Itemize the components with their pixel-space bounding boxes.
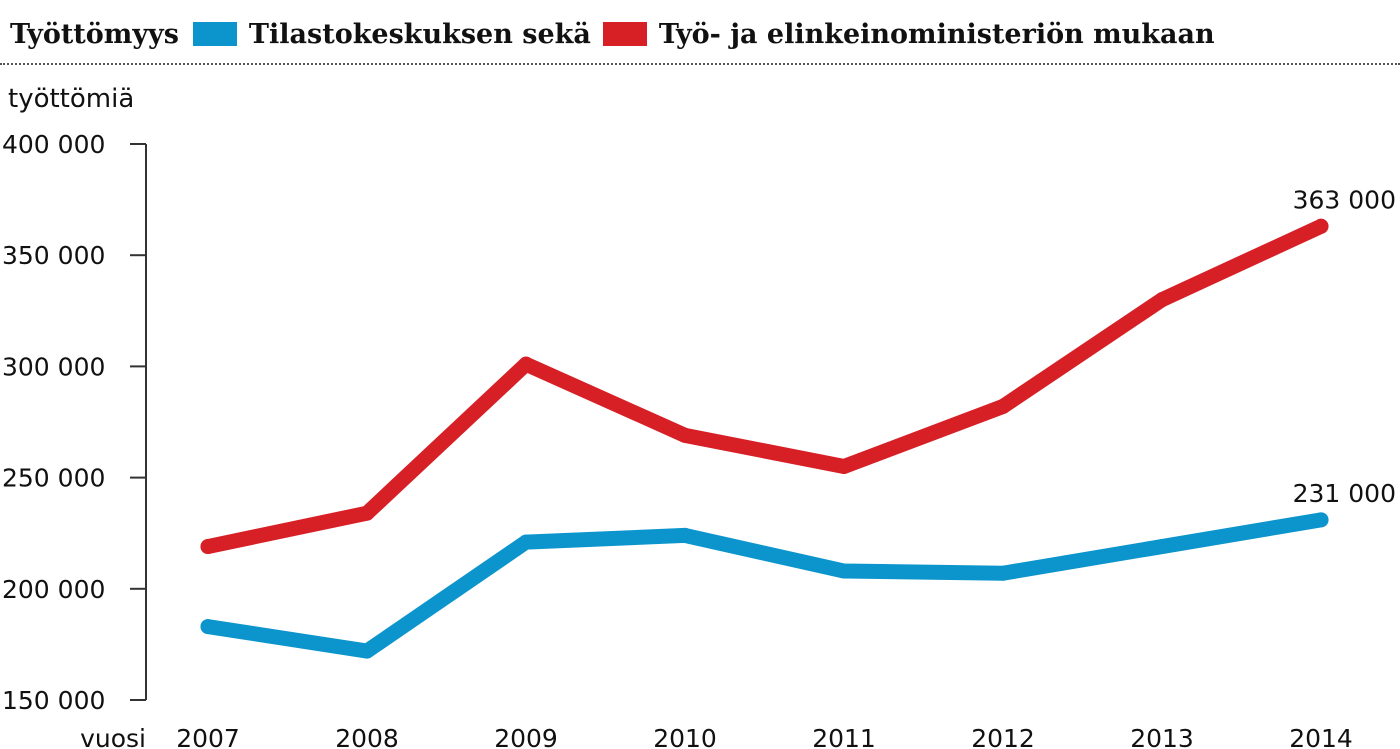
chart-header: Työttömyys Tilastokeskuksen sekä Työ- ja… [10,12,1227,56]
data-point [1154,539,1170,555]
end-value-label: 363 000 [1293,185,1396,214]
data-point [518,534,534,550]
x-tick-label: 2007 [176,724,240,749]
data-point [200,539,216,555]
data-point [995,565,1011,581]
x-tick-label: 2012 [971,724,1035,749]
x-tick-label: 2013 [1130,724,1194,749]
data-point [1154,292,1170,308]
x-axis-label: vuosi [80,724,146,749]
data-point [200,619,216,635]
legend-swatch-blue [192,22,237,46]
legend-label-tilastokeskus: Tilastokeskuksen sekä [248,18,591,50]
legend-item-tilastokeskus: Tilastokeskuksen sekä [192,18,591,50]
series-line-1 [200,218,1329,555]
y-tick-label: 400 000 [2,130,105,159]
data-point [995,398,1011,414]
data-point [677,527,693,543]
data-point [836,458,852,474]
legend-item-tem: Työ- ja elinkeinoministeriön mukaan [602,18,1215,50]
y-axis-ticks: 150 000 200 000 250 000 300 000 350 000 400 0… [2,130,146,715]
y-tick-label: 150 000 [2,686,105,715]
x-tick-label: 2010 [653,724,717,749]
x-axis-ticks: 2007 2008 2009 2010 2011 2012 2013 2014 [176,724,1353,749]
chart-title: Työttömyys [10,18,179,50]
end-value-label: 231 000 [1293,479,1396,508]
data-point [359,643,375,659]
data-point [677,427,693,443]
y-axis-label: työttömiä [8,84,135,114]
y-tick-label: 200 000 [2,575,105,604]
x-tick-label: 2011 [812,724,876,749]
series-group: 231 000 363 000 [200,185,1396,659]
y-tick-label: 350 000 [2,241,105,270]
data-point [359,505,375,521]
data-point [518,356,534,372]
x-tick-label: 2009 [494,724,558,749]
legend-label-tem: Työ- ja elinkeinoministeriön mukaan [658,18,1215,50]
data-point [1313,218,1329,234]
y-tick-label: 300 000 [2,352,105,381]
series-line-0 [200,512,1329,659]
data-point [1313,512,1329,528]
data-point [836,563,852,579]
x-tick-label: 2014 [1289,724,1353,749]
y-tick-label: 250 000 [2,464,105,493]
legend-swatch-red [602,22,647,46]
header-divider [0,63,1400,65]
x-tick-label: 2008 [335,724,399,749]
